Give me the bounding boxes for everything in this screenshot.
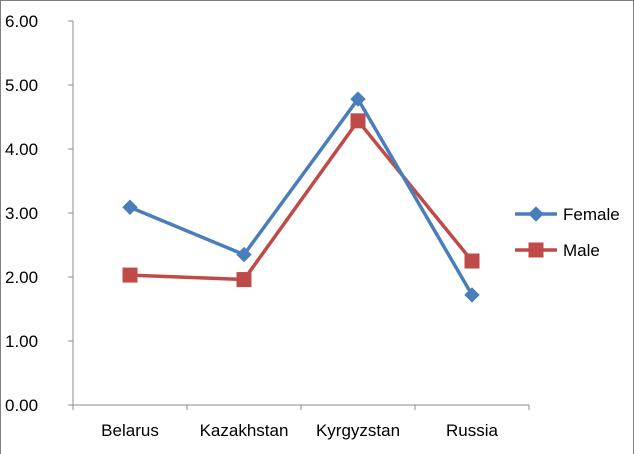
- series-line-female: [129, 97, 474, 296]
- y-tick-label: 1.00: [5, 332, 38, 351]
- data-point-male: [122, 267, 138, 283]
- x-tick-label: Kazakhstan: [200, 421, 289, 440]
- data-point-female: [350, 91, 366, 107]
- y-tick-label: 2.00: [5, 268, 38, 287]
- y-tick-labels: 0.00 1.00 2.00 3.00 4.00 5.00 6.00: [5, 12, 38, 415]
- series-male: [122, 113, 480, 288]
- legend-marker-female: [528, 206, 544, 222]
- legend-item-male: Male: [515, 241, 600, 260]
- series-female: [122, 91, 480, 303]
- data-point-female: [236, 246, 252, 263]
- data-point-male: [350, 113, 366, 129]
- legend-label-male: Male: [563, 241, 600, 260]
- x-tick-label: Russia: [446, 421, 499, 440]
- legend-marker-male: [528, 242, 544, 258]
- data-point-female: [122, 199, 138, 215]
- series-group: [122, 91, 480, 303]
- y-tick-label: 6.00: [5, 12, 38, 31]
- x-tick-label: Belarus: [101, 421, 159, 440]
- y-tick-label: 5.00: [5, 76, 38, 95]
- series-line-male: [129, 119, 474, 282]
- y-tick-label: 4.00: [5, 140, 38, 159]
- data-point-female: [464, 287, 480, 303]
- legend: Female Male: [515, 205, 620, 260]
- y-tick-label: 0.00: [5, 396, 38, 415]
- x-tick-label: Kyrgyzstan: [316, 421, 400, 440]
- axes: [68, 20, 530, 410]
- data-point-male: [464, 253, 480, 269]
- x-tick-labels: Belarus Kazakhstan Kyrgyzstan Russia: [101, 421, 498, 440]
- legend-label-female: Female: [563, 205, 620, 224]
- y-tick-label: 3.00: [5, 204, 38, 223]
- data-point-male: [236, 272, 252, 288]
- legend-item-female: Female: [515, 205, 620, 224]
